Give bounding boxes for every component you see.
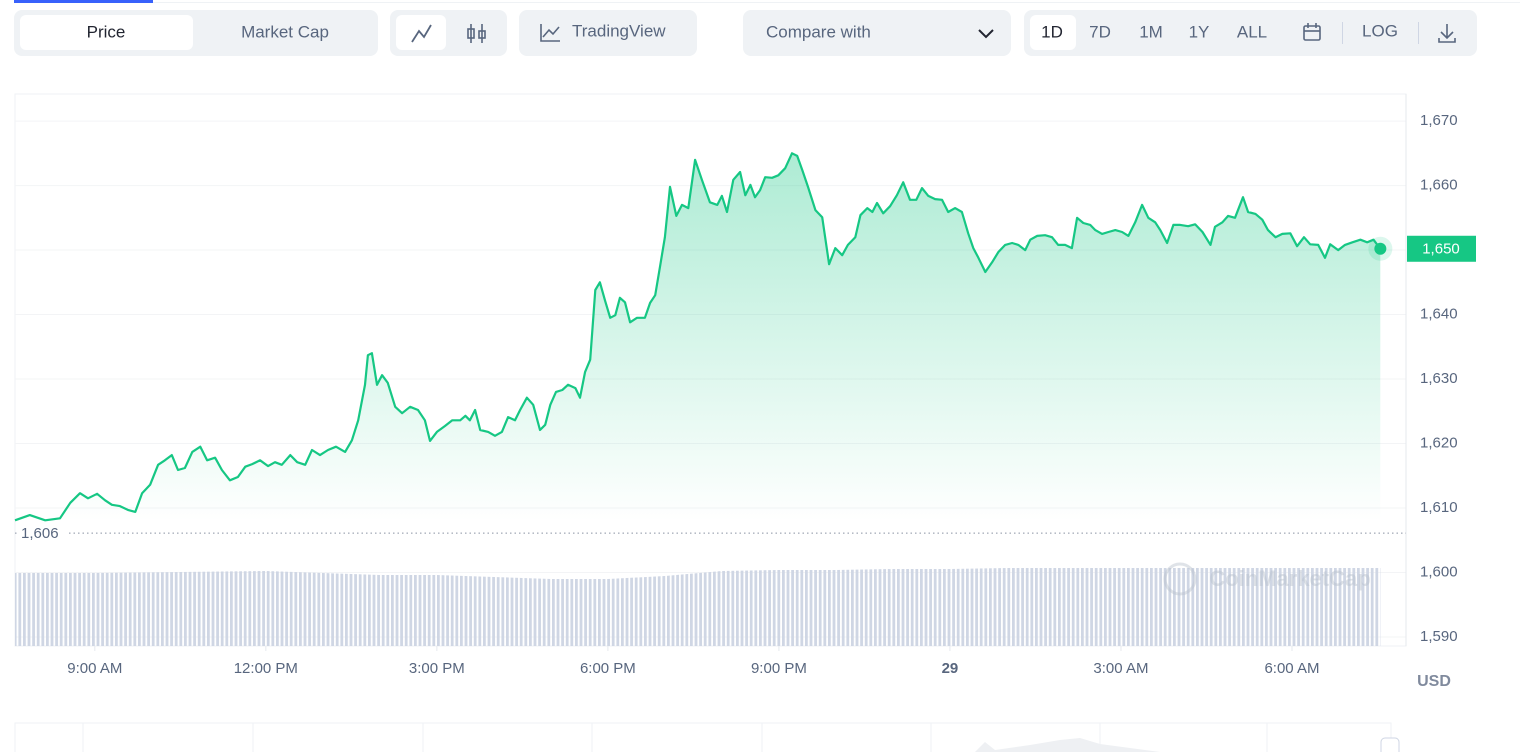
y-tick-label: 1,610: [1420, 499, 1458, 516]
y-tick-label: 1,620: [1420, 434, 1458, 451]
x-tick-label: 3:00 AM: [1093, 660, 1148, 677]
log-button[interactable]: LOG: [1362, 21, 1398, 40]
x-tick-label: 3:00 PM: [409, 660, 465, 677]
navigator: [14, 722, 1400, 752]
compare-label[interactable]: Compare with: [766, 22, 871, 41]
y-tick-label: 1,630: [1420, 370, 1458, 387]
price-line: [14, 152, 1382, 522]
plot: 1,590 1,600 1,610 1,620 1,630 1,640 1,650 1,660…: [14, 94, 1476, 677]
watermark-logo: [1163, 562, 1197, 596]
y-tick-label: 1,590: [1420, 628, 1458, 645]
tradingview-label[interactable]: TradingView: [572, 21, 666, 40]
range-button[interactable]: 1M: [1139, 22, 1163, 41]
compare-dropdown[interactable]: Compare with: [743, 10, 1011, 56]
tab-group: Price Market Cap: [14, 10, 378, 56]
x-tick-label: 9:00 PM: [751, 660, 807, 677]
range-active-bg[interactable]: [1030, 15, 1076, 50]
range-button[interactable]: 1Y: [1189, 22, 1210, 41]
top-border: [153, 2, 1520, 3]
candle-icon[interactable]: [467, 24, 486, 43]
chart-type-group: [390, 10, 507, 56]
unit-label: USD: [1417, 673, 1451, 690]
x-tick-label: 29: [942, 660, 959, 677]
y-tick-label: 1,660: [1420, 177, 1458, 194]
reference-label: 1,606: [21, 525, 59, 542]
download-icon[interactable]: [1438, 24, 1456, 43]
x-tick-label: 9:00 AM: [67, 660, 122, 677]
range-button[interactable]: 7D: [1089, 22, 1111, 41]
y-tick-label: 1,600: [1420, 563, 1458, 580]
line-icon: [411, 24, 432, 43]
separator: [1342, 22, 1343, 44]
navigator-frame: [14, 722, 1392, 752]
range-button[interactable]: ALL: [1237, 22, 1267, 41]
range-bg: [1024, 10, 1477, 56]
x-tick-label: 6:00 PM: [580, 660, 636, 677]
tradingview-button[interactable]: TradingView: [519, 10, 697, 56]
x-tick-label: 12:00 PM: [234, 660, 298, 677]
navigator-grid: [82, 723, 1268, 752]
y-tick-label: 1,640: [1420, 306, 1458, 323]
y-tick-label: 1,670: [1420, 112, 1458, 129]
navigator-shape: [975, 738, 1160, 752]
calendar-icon[interactable]: [1303, 23, 1321, 41]
chevron-icon: [978, 29, 994, 39]
x-tick-label: 6:00 AM: [1264, 660, 1319, 677]
watermark: CoinMarketCap: [1209, 566, 1370, 591]
reference-label-bg: [17, 523, 67, 544]
current-label: 1,650: [1422, 241, 1460, 258]
tab[interactable]: Price: [87, 22, 126, 41]
range-button[interactable]: 1D: [1041, 22, 1063, 41]
compare-bg: [743, 10, 1011, 56]
active-indicator: [14, 0, 153, 3]
navigator-handle[interactable]: [1380, 737, 1400, 752]
current-badge: [1407, 235, 1476, 262]
separator: [1418, 22, 1419, 44]
volume-area: [15, 568, 1381, 646]
tradingview-icon: [540, 24, 560, 42]
tab[interactable]: Market Cap: [241, 22, 329, 41]
tab-active-bg[interactable]: [20, 15, 193, 50]
range-group: LOG 1D 7D 1M 1Y ALL: [1024, 10, 1477, 56]
tradingview-bg: [519, 10, 697, 56]
current-dot: [1374, 242, 1387, 255]
